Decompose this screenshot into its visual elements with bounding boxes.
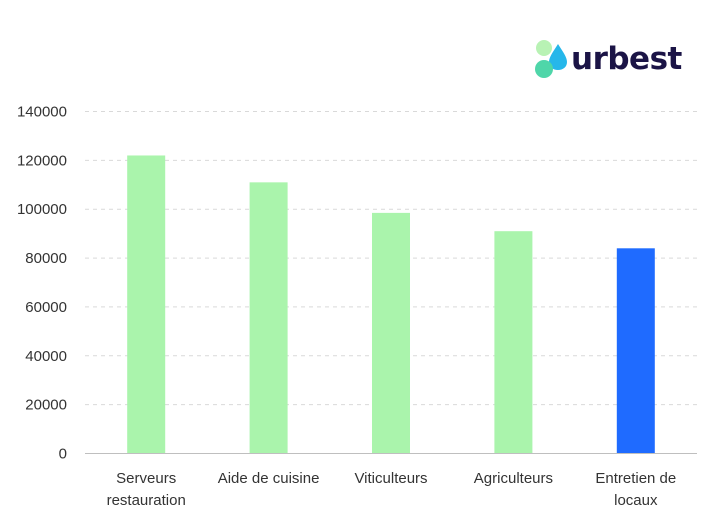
y-axis: 0 20000 40000 60000 80000 100000 120000 140000 xyxy=(17,104,67,463)
bars xyxy=(127,155,655,454)
y-tick-label: 100000 xyxy=(17,201,67,218)
brand-name: urbest xyxy=(571,40,682,77)
droplet-icon xyxy=(535,40,567,78)
x-tick-label: Serveurs restauration xyxy=(107,470,186,509)
x-axis: Serveurs restauration Aide de cuisine Vitic… xyxy=(107,470,677,509)
y-tick-label: 80000 xyxy=(25,250,67,267)
y-tick-label: 60000 xyxy=(25,299,67,316)
y-tick-label: 0 xyxy=(59,446,67,463)
bar xyxy=(127,155,166,454)
bar xyxy=(372,212,410,454)
x-tick-label: Entretien de locaux xyxy=(595,470,676,509)
x-tick-label: Aide de cuisine xyxy=(218,470,320,487)
y-tick-label: 120000 xyxy=(17,152,67,169)
bar xyxy=(249,182,288,454)
bar xyxy=(494,231,533,454)
x-tick-label: Agriculteurs xyxy=(474,470,553,487)
x-tick-label: Viticulteurs xyxy=(354,470,427,487)
bar xyxy=(616,248,655,454)
y-tick-label: 20000 xyxy=(25,397,67,414)
y-tick-label: 40000 xyxy=(25,348,67,365)
brand-logo: urbest xyxy=(532,36,692,82)
y-tick-label: 140000 xyxy=(17,104,67,121)
